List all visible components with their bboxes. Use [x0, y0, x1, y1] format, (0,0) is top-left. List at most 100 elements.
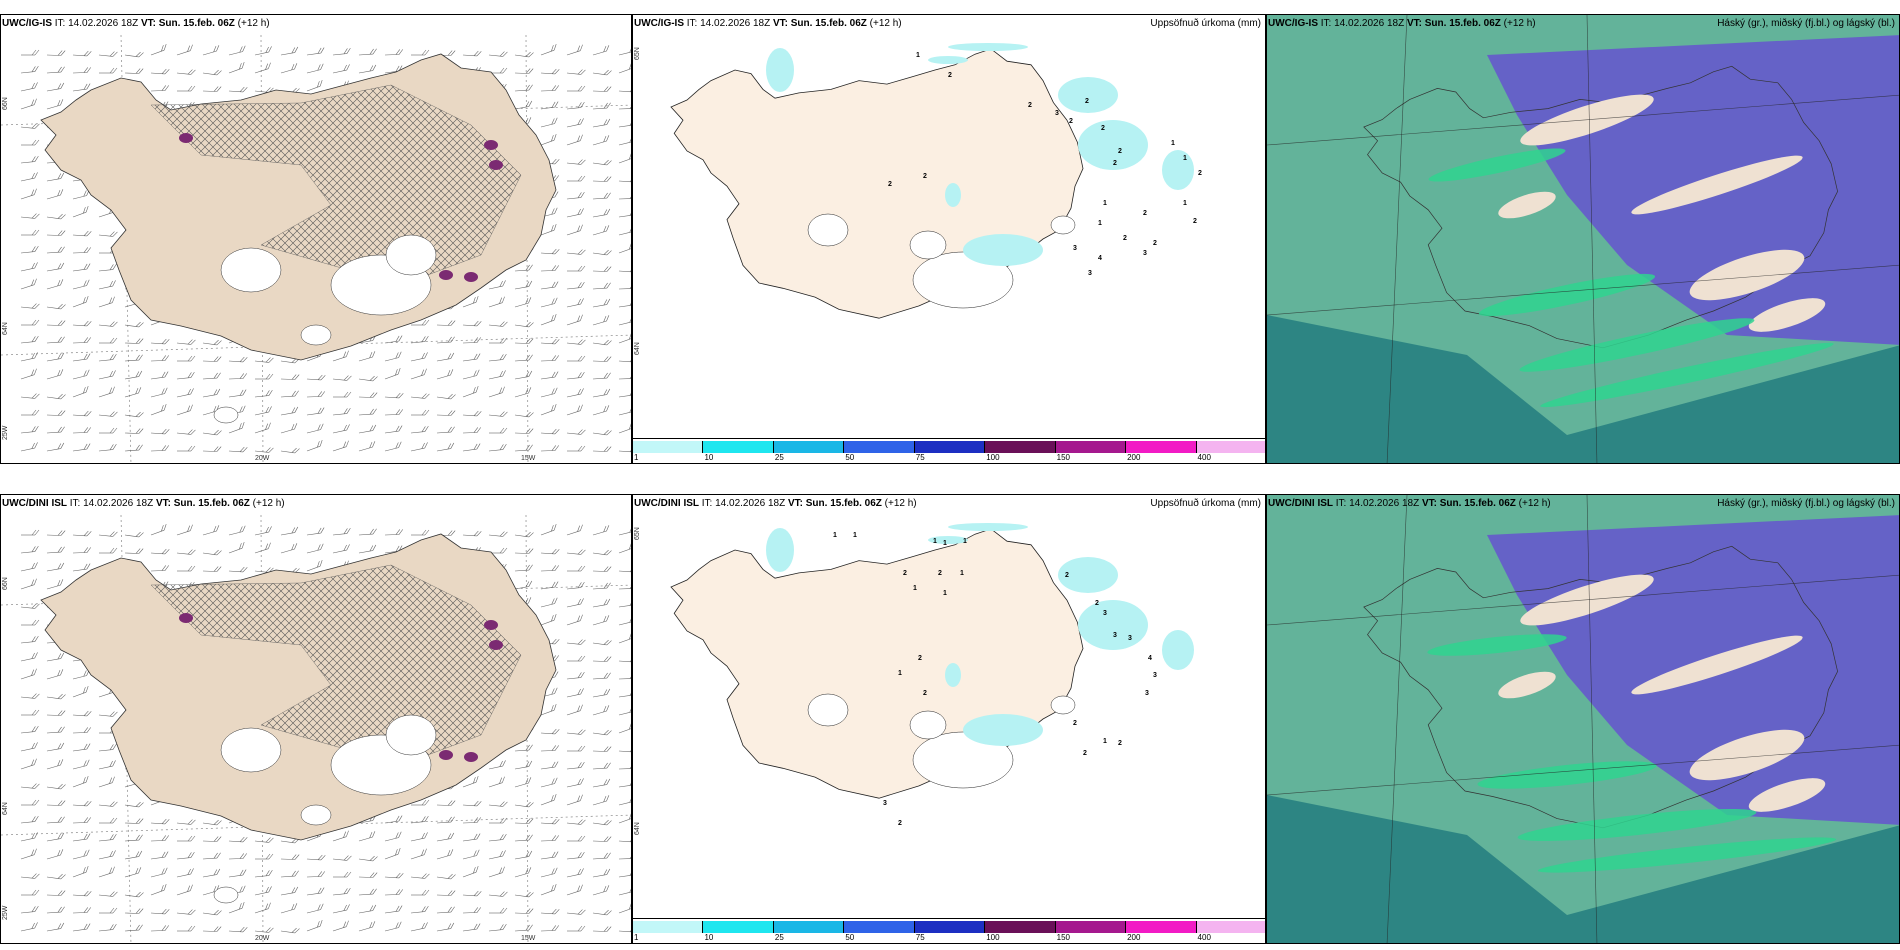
wind-barb — [176, 819, 196, 825]
wind-barb — [280, 870, 299, 878]
wind-barb — [150, 884, 167, 896]
wind-barb — [358, 544, 377, 554]
wind-barb — [150, 387, 168, 398]
wind-barb — [72, 669, 90, 680]
wind-barb — [488, 801, 508, 807]
wind-barb — [306, 903, 324, 914]
wind-barb — [436, 906, 455, 914]
cloud-gap — [1748, 298, 1826, 332]
graticule-line — [1586, 15, 1598, 463]
wind-barb — [98, 321, 118, 327]
colorbar-segment — [844, 441, 915, 453]
wind-barb — [540, 101, 559, 110]
wind-barb — [384, 49, 404, 56]
wind-barb — [150, 68, 170, 75]
cloud-band — [1519, 318, 1755, 372]
wind-barb — [20, 578, 37, 590]
graticule-line — [1386, 495, 1408, 943]
wind-barb — [46, 320, 66, 326]
wind-barb — [202, 868, 221, 878]
wind-barb — [514, 84, 533, 92]
wind-barb — [514, 444, 533, 452]
wind-barb — [99, 337, 118, 344]
wind-barb — [20, 783, 40, 789]
wind-barb — [592, 225, 610, 236]
wind-barb — [202, 926, 222, 932]
wind-barb — [254, 406, 272, 416]
wind-barb — [462, 443, 481, 452]
wind-barb — [618, 796, 631, 806]
colorbar: 1 10 25 50 75 100 150 200 400 — [633, 438, 1265, 463]
panel-header: UWC/IG-IS IT: 14.02.2026 18Z VT: Sun. 15… — [1268, 18, 1895, 32]
precip-area — [1058, 557, 1118, 593]
precip-value: 3 — [1153, 672, 1157, 679]
wind-barb — [384, 831, 402, 842]
colorbar-label: 200 — [1127, 933, 1141, 942]
wind-barb — [514, 428, 534, 434]
cloud-map — [1267, 495, 1899, 943]
precip-value: 3 — [1088, 270, 1092, 277]
wind-barb — [540, 68, 560, 75]
wind-barb — [514, 321, 534, 328]
panel-header: UWC/DINI ISL IT: 14.02.2026 18Z VT: Sun.… — [634, 498, 1261, 512]
colorbar-label: 10 — [704, 933, 714, 942]
wind-barb — [592, 339, 612, 346]
wind-barb — [462, 833, 481, 842]
wind-barb — [567, 565, 586, 572]
wind-barb — [176, 851, 195, 860]
wind-barb — [592, 159, 612, 166]
vt-value: Sun. 15.feb. 06Z — [173, 498, 250, 509]
wind-barb — [384, 335, 403, 344]
wind-barb — [514, 760, 533, 770]
glacier-area — [909, 710, 947, 740]
wind-barb — [20, 155, 39, 164]
precip-value: 2 — [938, 570, 942, 577]
wind-barb — [46, 426, 65, 434]
precip-value: 1 — [1183, 155, 1187, 162]
model-name: UWC/IG-IS — [634, 18, 684, 29]
wind-barb — [21, 799, 40, 806]
wind-barb — [540, 548, 560, 555]
wind-barb — [150, 548, 170, 555]
wind-barb — [462, 817, 482, 824]
wind-barb — [592, 656, 612, 662]
wind-barb — [150, 835, 170, 842]
wind-barb — [202, 836, 222, 842]
wind-barb — [618, 526, 631, 536]
wind-barb — [177, 835, 196, 842]
precip-value: 1 — [853, 532, 857, 539]
precip-value: 4 — [1098, 255, 1102, 262]
precip-area — [948, 43, 1028, 51]
wind-barb — [618, 583, 631, 590]
cloud-low-region — [1267, 795, 1899, 943]
wind-barb — [98, 531, 118, 537]
wind-barb — [150, 338, 170, 345]
wind-barb — [567, 265, 586, 272]
wind-barb — [150, 925, 170, 932]
precip-value: 3 — [1128, 635, 1132, 642]
wind-barb — [46, 352, 65, 362]
vt-value: Sun. 15.feb. 06Z — [805, 498, 882, 509]
wind-barb — [280, 526, 299, 536]
wind-barb — [176, 44, 193, 56]
cloud-map — [1267, 15, 1899, 463]
graticule-line — [1267, 574, 1899, 626]
wind-barb — [618, 836, 631, 843]
wind-barb — [20, 188, 37, 200]
wind-barb — [358, 855, 378, 862]
precip-value: 1 — [898, 670, 902, 677]
precip-panel-bottom: UWC/DINI ISL IT: 14.02.2026 18Z VT: Sun.… — [632, 494, 1266, 944]
wind-barb — [176, 339, 196, 345]
wind-barb — [540, 428, 560, 435]
wind-barb — [20, 393, 40, 399]
wind-barb — [72, 386, 89, 398]
wind-barb — [566, 298, 584, 308]
precip-panel-top: UWC/IG-IS IT: 14.02.2026 18Z VT: Sun. 15… — [632, 14, 1266, 464]
wind-barb — [618, 673, 631, 680]
wind-barb — [254, 886, 272, 896]
colorbar-segment — [914, 921, 986, 933]
precip-value: 3 — [1103, 610, 1107, 617]
wind-barb — [592, 102, 611, 110]
wind-barb — [72, 563, 91, 572]
wind-barb — [124, 411, 144, 418]
